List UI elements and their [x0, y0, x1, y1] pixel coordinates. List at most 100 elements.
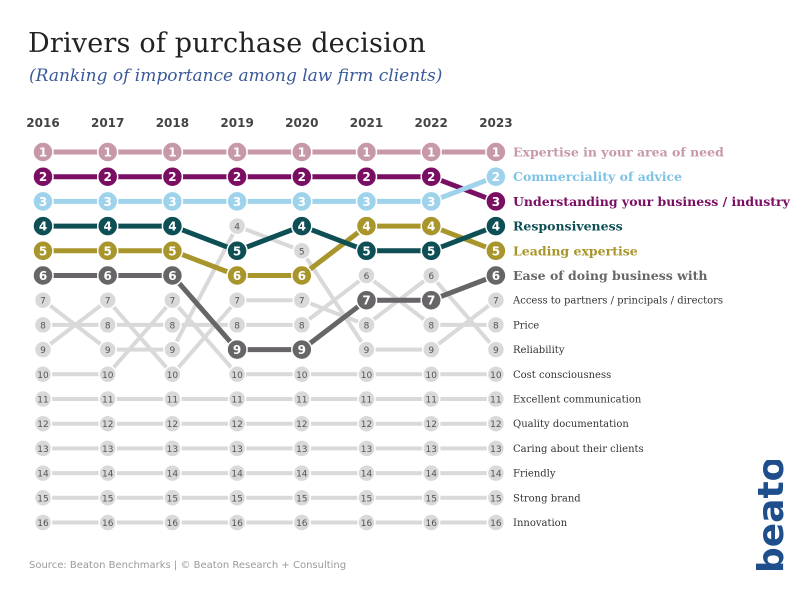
rank-label: 13: [361, 445, 372, 455]
rank-marker: [421, 414, 441, 433]
rank-marker: [227, 513, 247, 532]
beaton-logo: beaton: [751, 460, 788, 573]
rank-label: 14: [231, 470, 243, 480]
rank-marker: [355, 215, 378, 237]
rank-marker: [355, 165, 378, 188]
rank-marker: [33, 315, 53, 335]
rank-label: 6: [298, 269, 306, 283]
rank-marker: [227, 488, 247, 508]
rank-label: 4: [104, 220, 112, 234]
rank-marker: [163, 414, 182, 433]
series-line: [41, 273, 498, 327]
rank-label: 14: [102, 470, 114, 480]
rank-marker: [357, 414, 376, 433]
rank-label: 9: [298, 343, 306, 357]
rank-marker: [227, 414, 247, 433]
series-cost-consciousness: 10 10 7 10 10 10 10 10 Cost consciousness: [33, 290, 611, 384]
rank-label: 1: [427, 146, 435, 160]
year-label: 2021: [350, 116, 383, 130]
rank-label: 7: [493, 297, 499, 307]
rank-label: 5: [427, 244, 435, 258]
rank-marker: [291, 141, 313, 163]
series-leading-expertise: 5 5 5 6 6 4 4 5 Leading expertise: [32, 215, 638, 287]
rank-label: 6: [364, 272, 370, 282]
rank-marker: [420, 165, 442, 188]
rank-label: 13: [425, 445, 436, 455]
rank-marker: [421, 439, 441, 458]
series-line: [41, 298, 498, 377]
rank-marker: [163, 389, 182, 409]
rank-marker: [421, 463, 441, 483]
rank-label: 11: [167, 396, 178, 406]
rank-label: 6: [168, 269, 176, 283]
rank-marker: [420, 289, 442, 311]
rank-label: 14: [167, 470, 179, 480]
rank-marker: [98, 488, 117, 508]
rank-label: 12: [37, 420, 48, 430]
rank-marker: [421, 340, 441, 359]
rank-marker: [292, 463, 312, 483]
rank-marker: [420, 190, 442, 213]
rank-label: 7: [40, 297, 46, 307]
rank-label: 8: [170, 321, 176, 331]
source-note: Source: Beaton Benchmarks | © Beaton Res…: [29, 560, 347, 571]
rank-marker: [98, 513, 117, 532]
rank-marker: [486, 439, 506, 458]
rank-marker: [486, 513, 506, 532]
rank-marker: [292, 290, 312, 310]
rank-label: 14: [296, 470, 308, 480]
rank-label: 1: [168, 146, 176, 160]
rank-marker: [32, 240, 54, 262]
rank-label: 3: [233, 195, 241, 209]
rank-label: 11: [490, 396, 501, 406]
rank-marker: [33, 463, 53, 483]
rank-label: 11: [231, 396, 242, 406]
rank-label: 9: [493, 346, 499, 356]
year-label: 2017: [91, 116, 124, 130]
rank-marker: [420, 240, 442, 262]
rank-marker: [96, 141, 119, 163]
series-quality-documentation: 12 12 12 12 12 12 12 12 Quality documentation: [33, 414, 629, 433]
rank-label: 13: [231, 445, 242, 455]
series-responsiveness: 4 4 4 5 4 5 5 4 Responsiveness: [32, 215, 623, 262]
rank-marker: [32, 215, 54, 237]
series-line: [40, 223, 499, 254]
rank-marker: [291, 338, 313, 361]
rank-label: 2: [298, 170, 306, 184]
series-end-label: Responsiveness: [513, 219, 623, 234]
rank-label: 5: [362, 244, 370, 258]
rank-label: 4: [298, 220, 306, 234]
series-friendly: 14 14 14 14 14 14 14 14 Friendly: [33, 463, 556, 483]
rank-label: 2: [492, 170, 500, 184]
rank-label: 2: [427, 170, 435, 184]
rank-label: 13: [490, 445, 501, 455]
rank-label: 4: [427, 220, 435, 234]
rank-label: 7: [170, 297, 176, 307]
rank-marker: [486, 315, 506, 335]
rank-marker: [355, 141, 378, 163]
rank-label: 6: [39, 269, 47, 283]
rank-marker: [227, 365, 247, 384]
year-label: 2020: [285, 116, 318, 130]
rank-label: 11: [37, 396, 48, 406]
rank-label: 4: [492, 220, 500, 234]
rank-label: 16: [490, 519, 502, 529]
rank-marker: [96, 264, 119, 287]
rank-label: 1: [362, 146, 370, 160]
rank-label: 13: [167, 445, 178, 455]
rank-label: 5: [39, 244, 47, 258]
rank-label: 9: [170, 346, 176, 356]
series-price: 8 8 8 8 8 6 8 8 Price: [33, 266, 539, 335]
rank-label: 4: [168, 220, 176, 234]
rank-marker: [226, 165, 248, 188]
rank-label: 8: [493, 321, 499, 331]
rank-label: 16: [425, 519, 437, 529]
series-end-label: Commerciality of advice: [513, 169, 682, 184]
rank-label: 3: [362, 195, 370, 209]
rank-label: 14: [490, 470, 502, 480]
rank-marker: [292, 389, 312, 409]
series-line: [40, 174, 499, 204]
rank-marker: [161, 264, 184, 287]
rank-label: 1: [492, 146, 500, 160]
rank-label: 14: [37, 470, 49, 480]
